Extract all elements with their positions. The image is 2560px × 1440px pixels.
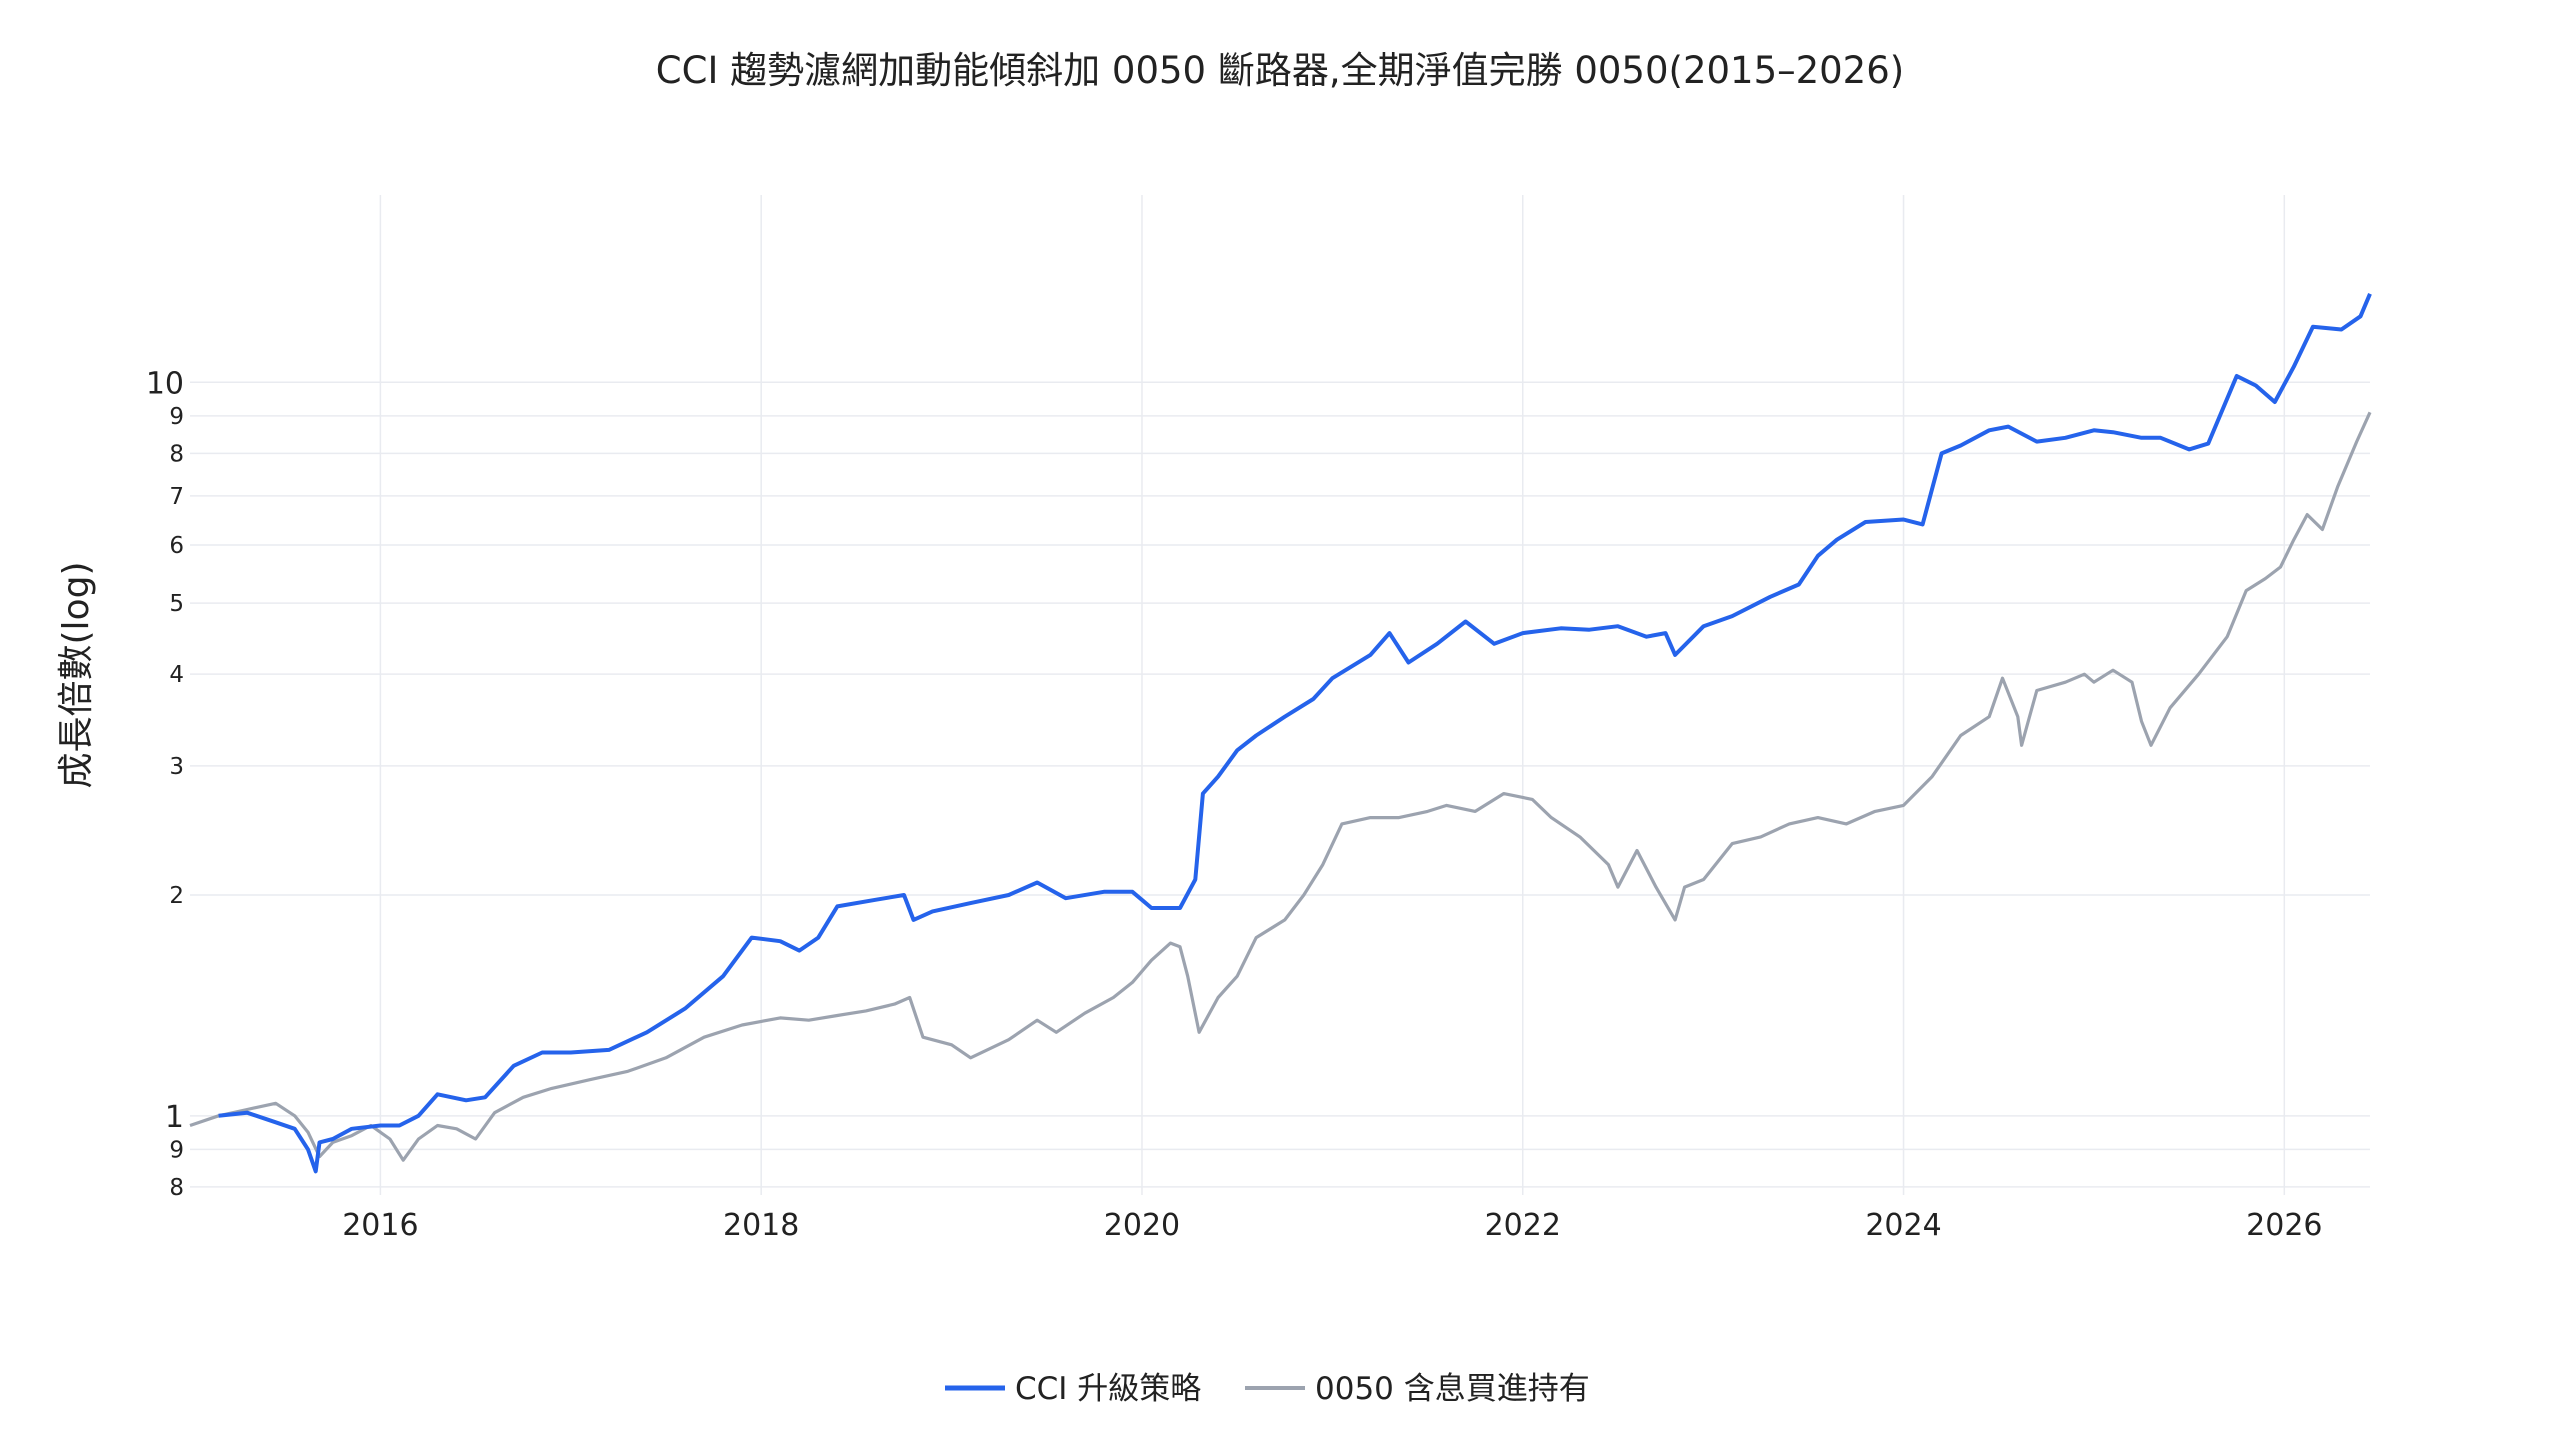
x-tick-label: 2022 <box>1485 1208 1561 1243</box>
x-axis-ticks: 2016 2018 2020 2022 2024 2026 <box>342 1208 2322 1243</box>
y-tick-label: 9 <box>169 404 184 430</box>
x-tick-label: 2018 <box>723 1208 799 1243</box>
y-tick-label: 7 <box>169 484 184 510</box>
chart-title: CCI 趨勢濾網加動能傾斜加 0050 斷路器,全期淨值完勝 0050(2015… <box>655 49 1905 92</box>
x-tick-label: 2026 <box>2246 1208 2322 1243</box>
y-tick-label: 4 <box>169 662 184 688</box>
legend-label: CCI 升級策略 <box>1015 1371 1201 1407</box>
y-tick-label: 10 <box>146 366 184 401</box>
legend[interactable]: CCI 升級策略 0050 含息買進持有 <box>945 1371 1590 1407</box>
y-axis-label: 成長倍數(log) <box>56 562 97 789</box>
y-tick-label: 8 <box>169 1175 184 1201</box>
y-tick-label: 8 <box>169 441 184 467</box>
y-tick-label: 1 <box>165 1100 184 1135</box>
x-tick-label: 2020 <box>1104 1208 1180 1243</box>
series-line-0050-buy-hold <box>189 411 2372 1162</box>
x-tick-label: 2016 <box>342 1208 418 1243</box>
legend-item-cci-strategy[interactable]: CCI 升級策略 <box>945 1371 1201 1407</box>
grid-layer <box>190 195 2370 1195</box>
y-tick-label: 3 <box>169 754 184 780</box>
series-line-cci-strategy <box>218 293 2372 1174</box>
y-tick-label: 9 <box>169 1137 184 1163</box>
legend-item-0050-buy-hold[interactable]: 0050 含息買進持有 <box>1245 1371 1590 1407</box>
series-layer <box>189 293 2372 1174</box>
x-tick-label: 2024 <box>1865 1208 1941 1243</box>
y-tick-label: 6 <box>169 533 184 559</box>
y-tick-label: 2 <box>169 883 184 909</box>
y-tick-label: 5 <box>169 591 184 617</box>
legend-label: 0050 含息買進持有 <box>1315 1371 1590 1407</box>
